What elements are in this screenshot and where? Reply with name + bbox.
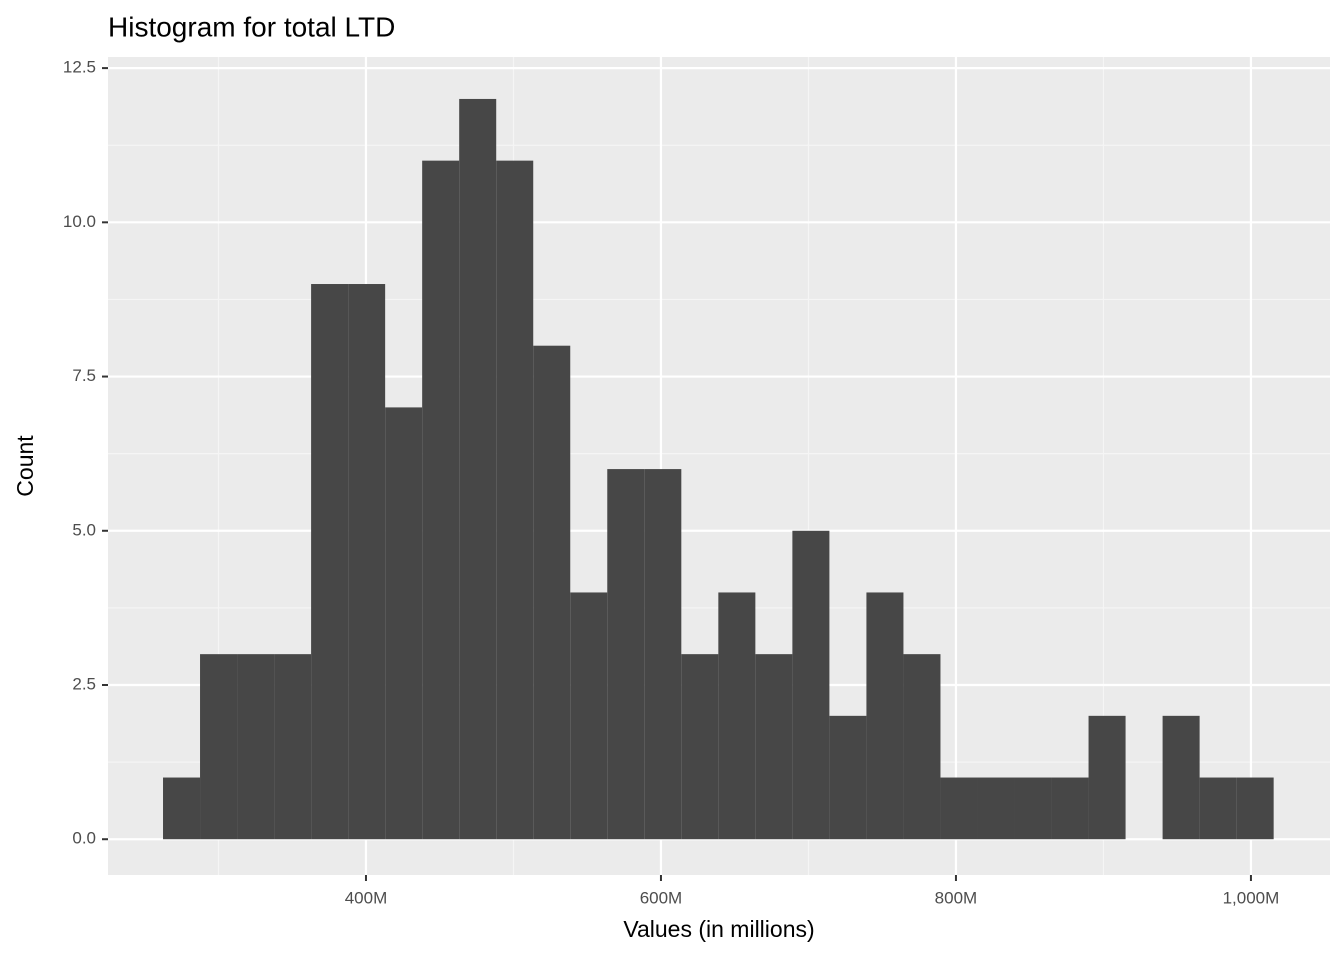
bar xyxy=(977,777,1015,840)
bar xyxy=(718,592,756,840)
bar xyxy=(1051,777,1089,840)
bar xyxy=(163,777,201,840)
bar xyxy=(1199,777,1237,840)
axes: 0.0 2.5 5.0 7.5 10.0 12.5 400M 600M 800M 1,000M xyxy=(63,58,1279,908)
bar xyxy=(422,160,460,840)
y-tick-label: 7.5 xyxy=(72,366,96,385)
x-tick-label: 400M xyxy=(345,888,388,907)
bar xyxy=(496,160,534,840)
bars xyxy=(163,98,1274,840)
bar xyxy=(385,407,423,840)
bar xyxy=(311,284,349,840)
bar xyxy=(459,98,497,840)
bar xyxy=(755,654,793,840)
y-tick-label: 0.0 xyxy=(72,829,96,848)
x-tick-label: 600M xyxy=(640,888,683,907)
chart-title: Histogram for total LTD xyxy=(108,11,395,42)
bar xyxy=(940,777,978,840)
x-tick-label: 800M xyxy=(935,888,978,907)
bar xyxy=(792,530,830,840)
bar xyxy=(533,345,571,840)
bar xyxy=(1236,777,1274,840)
bar xyxy=(200,654,238,840)
bar xyxy=(903,654,941,840)
bar xyxy=(607,469,645,840)
y-tick-label: 5.0 xyxy=(72,520,96,539)
x-tick-label: 1,000M xyxy=(1223,888,1280,907)
x-axis-title: Values (in millions) xyxy=(623,916,814,942)
bar xyxy=(644,469,682,840)
bar xyxy=(348,284,386,840)
bar xyxy=(866,592,904,840)
bar xyxy=(1162,715,1200,840)
y-tick-label: 12.5 xyxy=(63,58,96,77)
bar xyxy=(1014,777,1052,840)
bar xyxy=(274,654,312,840)
bar xyxy=(681,654,719,840)
bar xyxy=(570,592,608,840)
bar xyxy=(237,654,275,840)
y-tick-label: 10.0 xyxy=(63,212,96,231)
bar xyxy=(829,715,867,840)
y-tick-label: 2.5 xyxy=(72,674,96,693)
y-axis-title: Count xyxy=(12,435,38,497)
bar xyxy=(1088,715,1126,840)
